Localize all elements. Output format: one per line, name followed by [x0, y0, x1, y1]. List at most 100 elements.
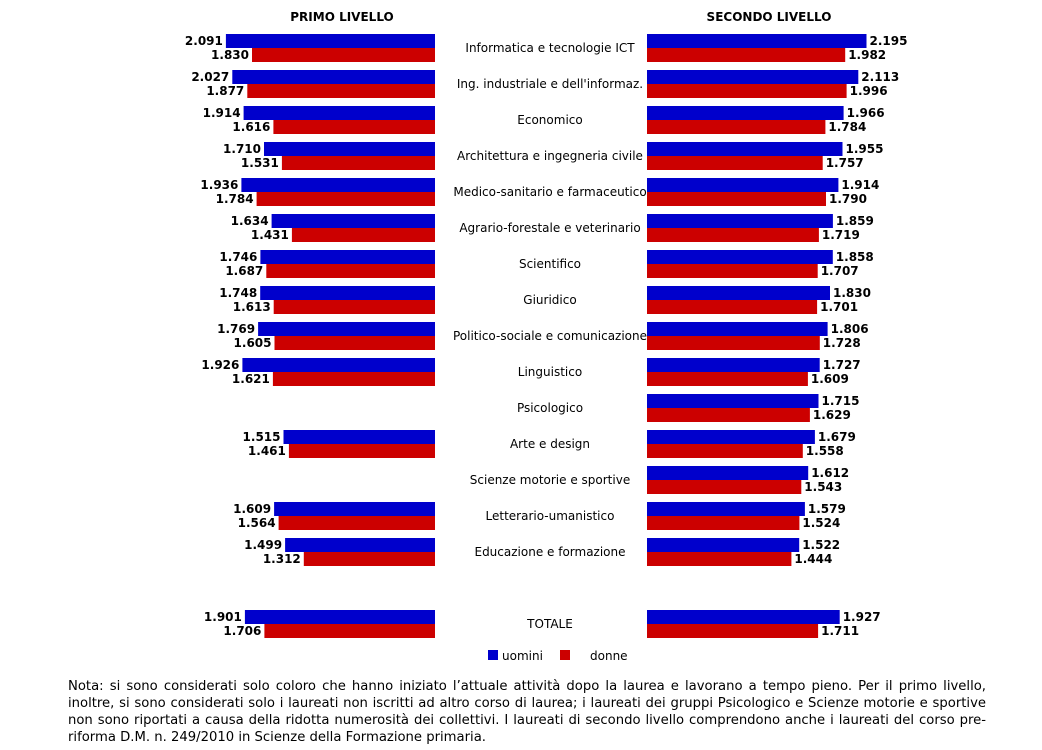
legend-label-donne: donne: [590, 649, 628, 663]
category-label-row-6: Agrario-forestale e veterinario: [459, 221, 640, 235]
bar-secondo-uomini-row-4: [647, 142, 843, 156]
value-label-secondo-uomini-row-9: 1.806: [831, 322, 869, 336]
bar-secondo-uomini-totale: [647, 610, 840, 624]
category-label-row-12: Arte e design: [510, 437, 590, 451]
category-label-row-7: Scientifico: [519, 257, 581, 271]
value-label-primo-uomini-row-8: 1.748: [219, 286, 257, 300]
bar-secondo-uomini-row-14: [647, 502, 805, 516]
category-label-row-15: Educazione e formazione: [474, 545, 625, 559]
bar-primo-donne-row-7: [266, 264, 435, 278]
value-label-primo-uomini-row-12: 1.515: [243, 430, 281, 444]
value-label-secondo-donne-row-14: 1.524: [802, 516, 840, 530]
category-label-row-4: Architettura e ingegneria civile: [457, 149, 643, 163]
bar-primo-donne-row-4: [281, 156, 435, 170]
value-label-primo-donne-row-1: 1.830: [211, 48, 249, 62]
bar-primo-uomini-row-14: [274, 502, 435, 516]
value-label-secondo-donne-row-1: 1.982: [848, 48, 886, 62]
bar-primo-donne-row-15: [303, 552, 435, 566]
bar-primo-donne-row-10: [272, 372, 435, 386]
value-label-primo-donne-row-15: 1.312: [263, 552, 301, 566]
bar-primo-donne-row-1: [252, 48, 435, 62]
bar-secondo-uomini-row-7: [647, 250, 833, 264]
bar-secondo-donne-row-3: [647, 120, 826, 134]
value-label-primo-uomini-row-3: 1.914: [203, 106, 241, 120]
category-label-totale: TOTALE: [526, 617, 573, 631]
value-label-secondo-uomini-row-11: 1.715: [822, 394, 860, 408]
bar-secondo-uomini-row-13: [647, 466, 809, 480]
value-label-secondo-donne-row-4: 1.757: [826, 156, 864, 170]
category-label-row-11: Psicologico: [517, 401, 583, 415]
value-label-secondo-donne-row-5: 1.790: [829, 192, 867, 206]
bar-secondo-uomini-row-15: [647, 538, 800, 552]
value-label-primo-donne-row-5: 1.784: [216, 192, 254, 206]
bar-primo-uomini-row-6: [271, 214, 435, 228]
bar-secondo-donne-row-7: [647, 264, 818, 278]
value-label-secondo-uomini-row-13: 1.612: [811, 466, 849, 480]
bar-secondo-donne-row-2: [647, 84, 847, 98]
value-label-primo-uomini-row-1: 2.091: [185, 34, 223, 48]
legend-label-uomini: uomini: [502, 649, 543, 663]
value-label-primo-uomini-row-2: 2.027: [191, 70, 229, 84]
value-label-secondo-uomini-totale: 1.927: [843, 610, 881, 624]
salary-butterfly-chart: PRIMO LIVELLO SECONDO LIVELLO Informatic…: [185, 10, 908, 663]
value-label-primo-donne-row-2: 1.877: [206, 84, 244, 98]
category-label-row-14: Letterario-umanistico: [486, 509, 615, 523]
value-label-secondo-donne-row-7: 1.707: [821, 264, 859, 278]
value-label-primo-donne-row-6: 1.431: [251, 228, 289, 242]
value-label-primo-donne-row-10: 1.621: [232, 372, 270, 386]
value-label-primo-uomini-row-4: 1.710: [223, 142, 261, 156]
bar-secondo-uomini-row-10: [647, 358, 820, 372]
value-label-primo-uomini-totale: 1.901: [204, 610, 242, 624]
bar-secondo-donne-row-8: [647, 300, 818, 314]
bar-primo-uomini-row-10: [242, 358, 435, 372]
bar-secondo-donne-row-15: [647, 552, 792, 566]
bar-secondo-donne-row-1: [647, 48, 846, 62]
bar-secondo-uomini-row-3: [647, 106, 844, 120]
bar-primo-uomini-row-4: [264, 142, 435, 156]
bar-secondo-donne-row-12: [647, 444, 803, 458]
panel-title-primo-livello: PRIMO LIVELLO: [290, 10, 393, 24]
value-label-primo-donne-row-4: 1.531: [241, 156, 279, 170]
value-label-primo-uomini-row-5: 1.936: [200, 178, 238, 192]
value-label-secondo-donne-totale: 1.711: [821, 624, 859, 638]
bar-primo-donne-totale: [264, 624, 435, 638]
category-label-row-3: Economico: [517, 113, 582, 127]
value-label-primo-donne-row-7: 1.687: [225, 264, 263, 278]
bar-secondo-donne-row-14: [647, 516, 800, 530]
bar-secondo-uomini-row-2: [647, 70, 859, 84]
bar-primo-donne-row-6: [291, 228, 435, 242]
bar-secondo-uomini-row-9: [647, 322, 828, 336]
bar-primo-uomini-row-12: [283, 430, 435, 444]
bar-secondo-donne-row-9: [647, 336, 820, 350]
bar-secondo-uomini-row-8: [647, 286, 830, 300]
bar-secondo-uomini-row-6: [647, 214, 833, 228]
value-label-primo-donne-totale: 1.706: [223, 624, 261, 638]
value-label-secondo-uomini-row-15: 1.522: [802, 538, 840, 552]
bar-primo-uomini-row-7: [260, 250, 435, 264]
panel-title-secondo-livello: SECONDO LIVELLO: [707, 10, 832, 24]
category-label-row-13: Scienze motorie e sportive: [470, 473, 630, 487]
legend-swatch-uomini: [488, 650, 498, 660]
value-label-secondo-donne-row-15: 1.444: [794, 552, 832, 566]
bar-secondo-donne-row-4: [647, 156, 823, 170]
value-label-primo-donne-row-9: 1.605: [234, 336, 272, 350]
value-label-primo-uomini-row-15: 1.499: [244, 538, 282, 552]
value-label-secondo-uomini-row-10: 1.727: [823, 358, 861, 372]
category-label-row-9: Politico-sociale e comunicazione: [453, 329, 647, 343]
bar-secondo-donne-row-10: [647, 372, 808, 386]
value-label-primo-donne-row-3: 1.616: [232, 120, 270, 134]
value-label-secondo-uomini-row-3: 1.966: [847, 106, 885, 120]
bar-primo-donne-row-3: [273, 120, 435, 134]
value-label-secondo-uomini-row-8: 1.830: [833, 286, 871, 300]
bar-primo-donne-row-14: [278, 516, 435, 530]
bar-primo-uomini-row-3: [243, 106, 435, 120]
bar-primo-uomini-row-2: [232, 70, 435, 84]
value-label-primo-uomini-row-14: 1.609: [233, 502, 271, 516]
value-label-secondo-uomini-row-4: 1.955: [846, 142, 884, 156]
bar-primo-uomini-row-9: [258, 322, 435, 336]
bar-secondo-donne-row-13: [647, 480, 802, 494]
value-label-secondo-uomini-row-7: 1.858: [836, 250, 874, 264]
category-label-row-8: Giuridico: [523, 293, 576, 307]
bar-primo-uomini-row-5: [241, 178, 435, 192]
bar-primo-donne-row-2: [247, 84, 435, 98]
